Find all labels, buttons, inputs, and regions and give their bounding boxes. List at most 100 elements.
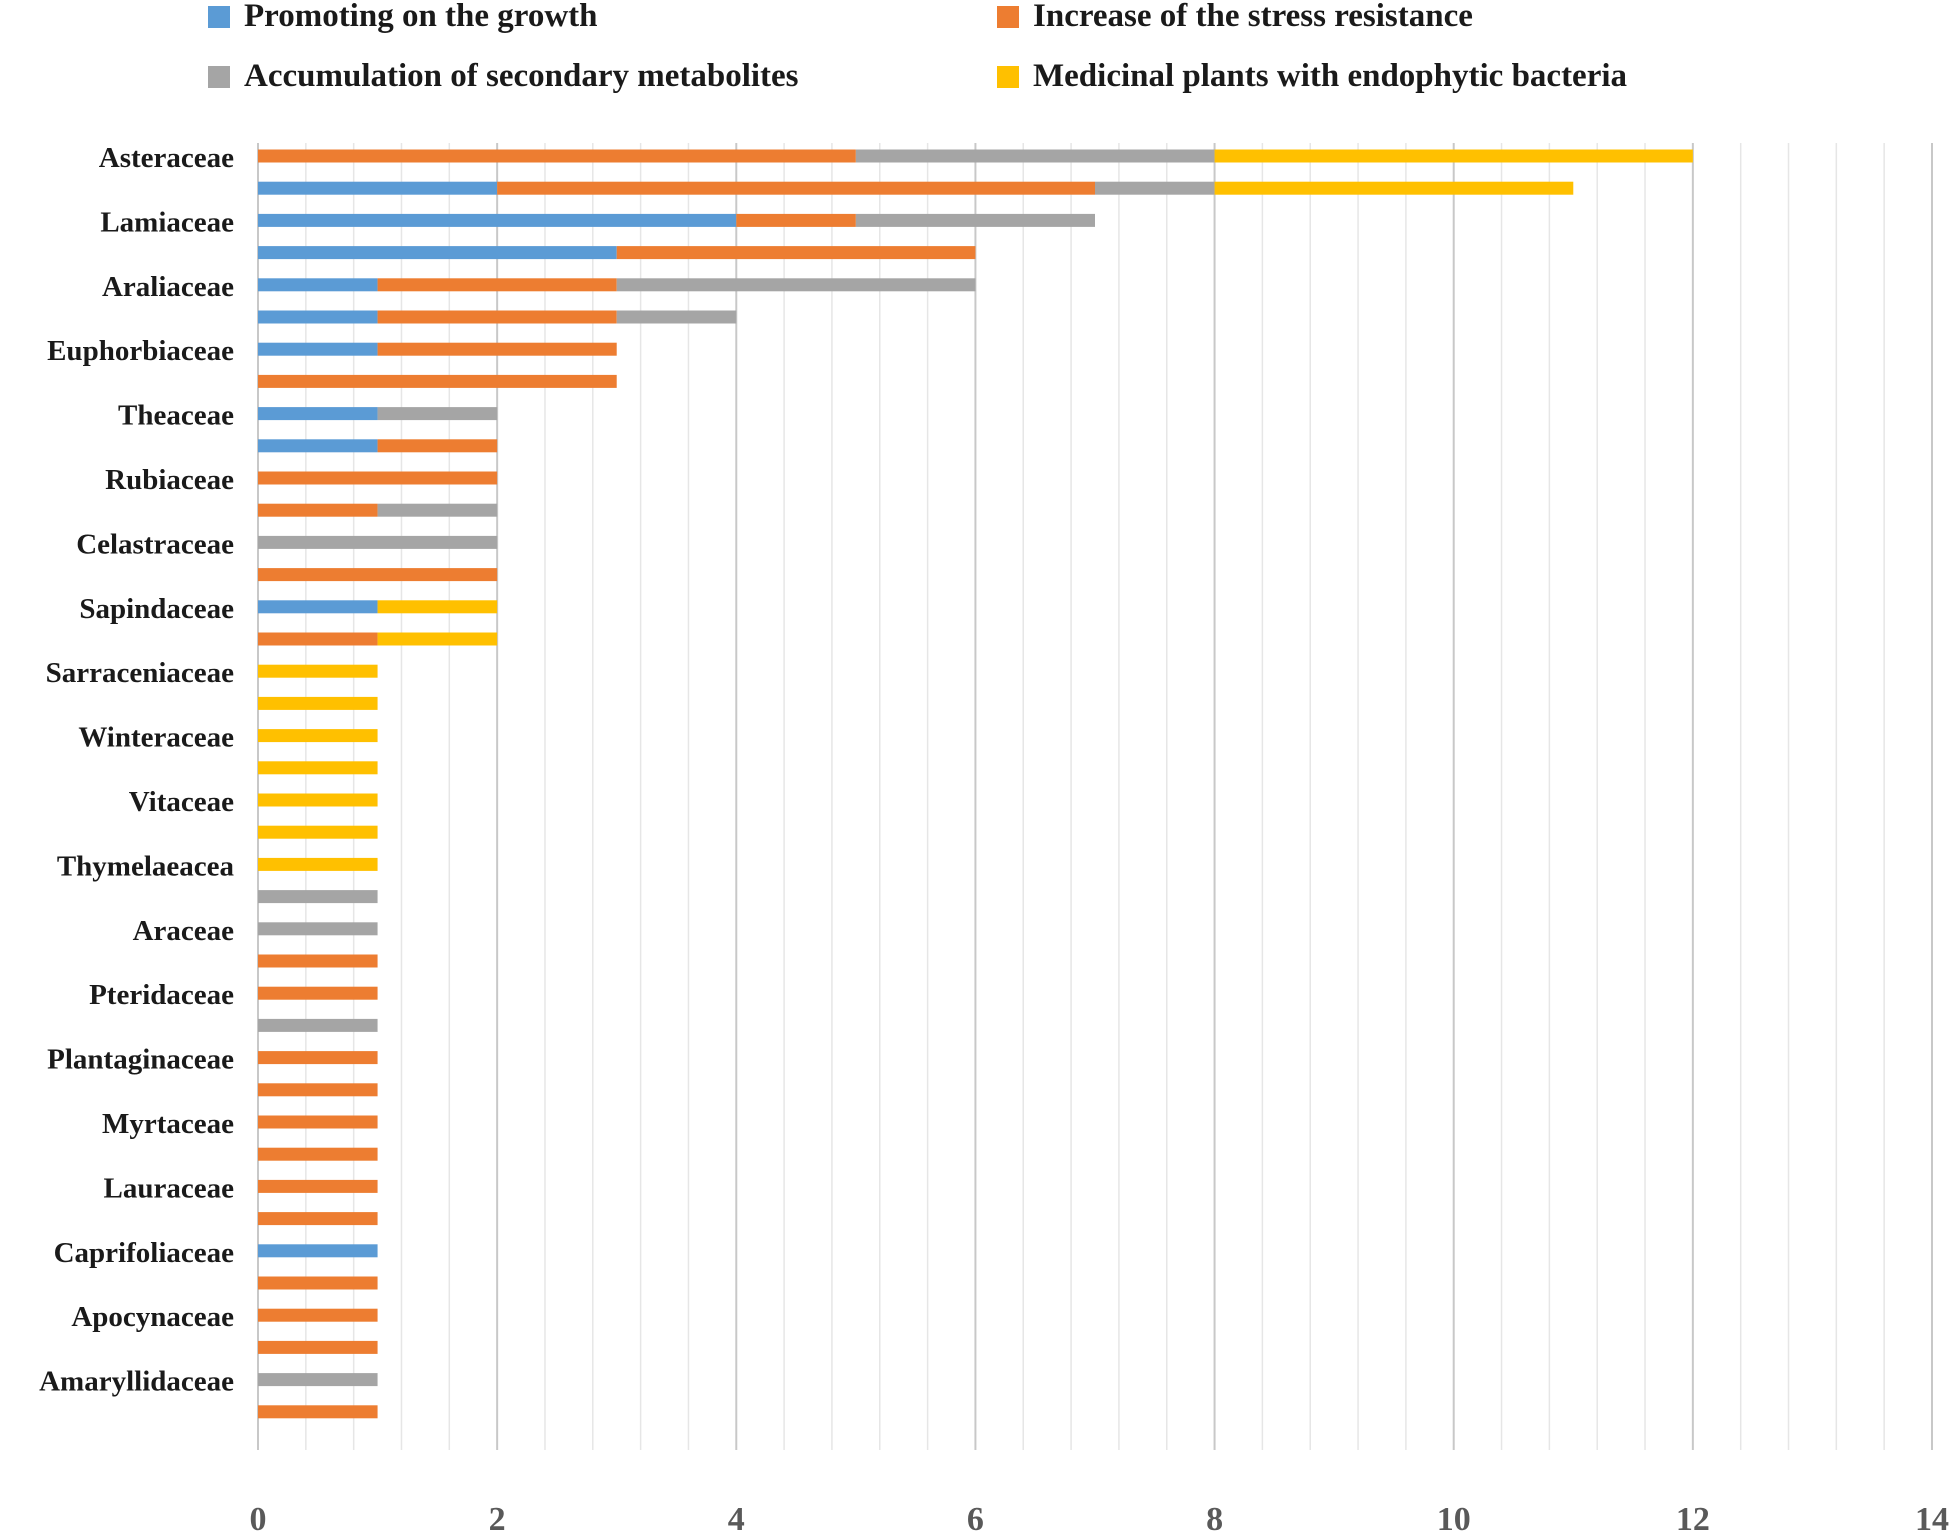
bar-stress-resistance [258, 1212, 378, 1226]
category-label: Myrtaceae [102, 1108, 234, 1140]
bar-stress-resistance [258, 1276, 378, 1290]
bar-promoting-growth [258, 278, 378, 292]
bar-endophytic-bacteria [1214, 149, 1693, 163]
bar-promoting-growth [258, 213, 737, 227]
bar-endophytic-bacteria [258, 825, 378, 839]
bar-stress-resistance [377, 342, 617, 356]
bar-stress-resistance [736, 213, 856, 227]
x-tick-label: 8 [1206, 1501, 1223, 1531]
legend-item-stress-resistance: Increase of the stress resistance [997, 0, 1473, 35]
bar-endophytic-bacteria [377, 600, 498, 614]
category-label: Lamiaceae [100, 206, 234, 238]
category-label: Euphorbiaceae [47, 335, 234, 367]
bar-secondary-metabolites [616, 278, 976, 292]
x-tick-label: 0 [250, 1501, 267, 1531]
bar-stress-resistance [258, 374, 617, 388]
x-tick-label: 2 [489, 1501, 506, 1531]
category-label: Rubiaceae [105, 464, 234, 496]
bar-secondary-metabolites [855, 149, 1215, 163]
bar-endophytic-bacteria [258, 729, 378, 743]
bar-stress-resistance [258, 632, 378, 646]
legend-label-promoting-growth: Promoting on the growth [244, 0, 598, 34]
legend-swatch-endophytic-bacteria [997, 65, 1019, 88]
bar-stress-resistance [258, 1051, 378, 1065]
x-tick-label: 6 [967, 1501, 984, 1531]
legend-swatch-promoting-growth [208, 5, 230, 28]
bar-stress-resistance [258, 568, 498, 582]
category-label: Celastraceae [76, 528, 234, 560]
category-label: Sarraceniaceae [46, 657, 235, 689]
category-label: Araceae [133, 915, 235, 947]
bar-secondary-metabolites [258, 922, 378, 936]
legend-label-secondary-metabolites: Accumulation of secondary metabolites [244, 58, 799, 94]
category-label: Pteridaceae [89, 979, 234, 1011]
legend-label-endophytic-bacteria: Medicinal plants with endophytic bacteri… [1033, 58, 1628, 94]
bar-stress-resistance [616, 246, 976, 260]
x-tick-label: 12 [1676, 1501, 1710, 1531]
bar-stress-resistance [258, 471, 498, 485]
bar-secondary-metabolites [258, 890, 378, 904]
bar-stress-resistance [258, 1115, 378, 1129]
bar-promoting-growth [258, 407, 378, 421]
bar-stress-resistance [258, 1340, 378, 1354]
x-tick-label: 10 [1437, 1501, 1471, 1531]
bar-stress-resistance [377, 278, 617, 292]
category-label: Araliaceae [102, 271, 234, 303]
bar-endophytic-bacteria [1214, 181, 1574, 195]
bar-secondary-metabolites [1095, 181, 1215, 195]
category-label: Winteraceae [78, 722, 234, 754]
bar-endophytic-bacteria [258, 761, 378, 775]
bar-promoting-growth [258, 246, 617, 260]
x-tick-label: 14 [1915, 1501, 1949, 1531]
legend-item-promoting-growth: Promoting on the growth [208, 0, 598, 35]
legend-label-stress-resistance: Increase of the stress resistance [1033, 0, 1473, 34]
x-tick-label: 4 [728, 1501, 745, 1531]
category-label: Vitaceae [129, 786, 234, 818]
bar-secondary-metabolites [377, 407, 498, 421]
legend-swatch-stress-resistance [997, 5, 1019, 28]
bar-stress-resistance [258, 1147, 378, 1161]
bar-secondary-metabolites [258, 1018, 378, 1032]
legend-item-secondary-metabolites: Accumulation of secondary metabolites [208, 58, 799, 95]
bar-stress-resistance [497, 181, 1096, 195]
legend-item-endophytic-bacteria: Medicinal plants with endophytic bacteri… [997, 58, 1627, 95]
bar-promoting-growth [258, 439, 378, 453]
bar-stress-resistance [258, 149, 856, 163]
category-label: Sapindaceae [79, 593, 234, 625]
bar-secondary-metabolites [258, 535, 498, 549]
legend-swatch-secondary-metabolites [208, 65, 230, 88]
bar-promoting-growth [258, 1244, 378, 1258]
bar-promoting-growth [258, 181, 498, 195]
bar-stress-resistance [258, 986, 378, 1000]
bar-promoting-growth [258, 310, 378, 324]
bar-stress-resistance [258, 1083, 378, 1097]
legend: Promoting on the growth Increase of the … [0, 0, 1955, 110]
category-label: Apocynaceae [71, 1301, 234, 1333]
category-label: Amaryllidaceae [39, 1366, 234, 1398]
bar-endophytic-bacteria [258, 857, 378, 871]
bar-endophytic-bacteria [258, 793, 378, 807]
bar-endophytic-bacteria [258, 696, 378, 710]
bar-stress-resistance [258, 1405, 378, 1419]
bar-promoting-growth [258, 342, 378, 356]
category-label: Thymelaeacea [57, 850, 235, 882]
bar-secondary-metabolites [855, 213, 1095, 227]
category-label: Plantaginaceae [47, 1044, 234, 1076]
bar-stress-resistance [258, 954, 378, 968]
bar-secondary-metabolites [616, 310, 737, 324]
bar-stress-resistance [377, 310, 617, 324]
bar-secondary-metabolites [377, 503, 498, 517]
bar-promoting-growth [258, 600, 378, 614]
category-label: Caprifoliaceae [54, 1237, 235, 1269]
bar-endophytic-bacteria [258, 664, 378, 678]
bar-stress-resistance [258, 1179, 378, 1193]
bar-secondary-metabolites [258, 1373, 378, 1387]
category-label: Theaceae [118, 400, 234, 432]
category-label: Lauraceae [104, 1172, 235, 1204]
bar-stress-resistance [377, 439, 498, 453]
category-label: Asteraceae [99, 142, 234, 174]
bar-stress-resistance [258, 1308, 378, 1322]
bar-endophytic-bacteria [377, 632, 498, 646]
